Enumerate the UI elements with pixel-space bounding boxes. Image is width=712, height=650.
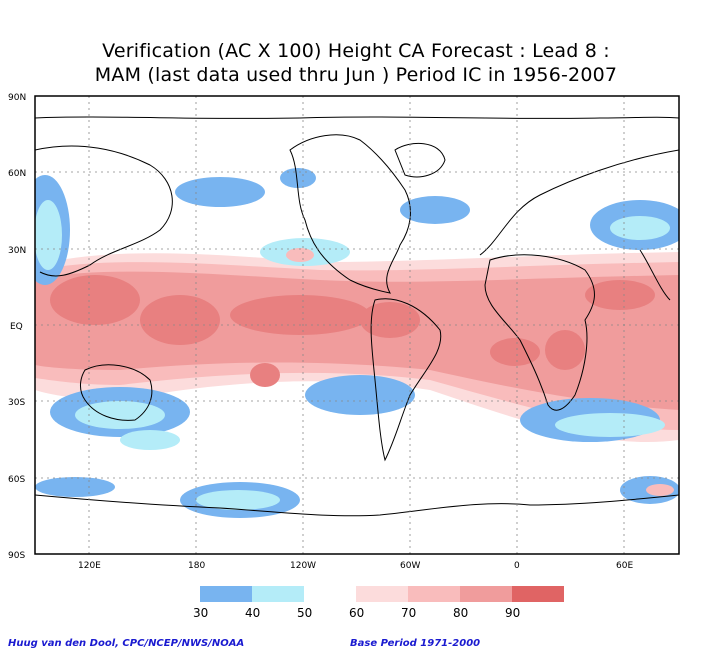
- lat-label: 90S: [8, 551, 25, 561]
- lat-label: 60S: [8, 475, 25, 485]
- legend-swatch: [408, 586, 460, 602]
- north-america-coast: [289, 134, 411, 294]
- graticule: [35, 96, 679, 554]
- map-title-line1: Verification (AC X 100) Height CA Foreca…: [102, 40, 610, 62]
- legend-tick: 80: [453, 606, 468, 620]
- south-america-coast: [370, 298, 442, 462]
- skill-core-90: [50, 275, 655, 387]
- legend-swatch: [200, 586, 252, 602]
- lat-label: EQ: [10, 322, 23, 332]
- lat-label: 30S: [8, 398, 25, 408]
- legend-swatch: [304, 586, 356, 602]
- legend-tick: 50: [297, 606, 312, 620]
- legend-tick: 70: [401, 606, 416, 620]
- legend-swatch: [460, 586, 512, 602]
- credit-text: Huug van den Dool, CPC/NCEP/NWS/NOAA: [8, 638, 245, 649]
- lon-label: 180: [188, 561, 205, 571]
- coastlines: [35, 116, 679, 517]
- lon-label: 120W: [290, 561, 316, 571]
- lon-label: 0: [514, 561, 520, 571]
- lon-label: 60W: [400, 561, 420, 571]
- legend-tick: 90: [505, 606, 520, 620]
- africa-coast: [484, 254, 595, 411]
- lon-axis: 120E 180 120W 60W 0 60E: [78, 561, 633, 571]
- skill-low-40: [35, 200, 670, 510]
- legend-swatch: [252, 586, 304, 602]
- eurasia-coast: [35, 145, 679, 277]
- map-frame: [34, 95, 680, 555]
- legend-tick: 60: [349, 606, 364, 620]
- legend-swatch: [512, 586, 564, 602]
- arctic-coast: [35, 116, 679, 119]
- lat-axis: 90N 60N 30N EQ 30S 60S 90S: [8, 93, 26, 561]
- map-field: [35, 96, 679, 554]
- lon-label: 120E: [78, 561, 101, 571]
- map-title-line2: MAM (last data used thru Jun ) Period IC…: [94, 64, 618, 86]
- color-legend: 30 40 50 60 70 80 90: [193, 586, 564, 620]
- legend-tick: 30: [193, 606, 208, 620]
- lon-label: 60E: [616, 561, 633, 571]
- greenland-coast: [394, 142, 446, 178]
- legend-tick: 40: [245, 606, 260, 620]
- skill-spot-60: [286, 248, 674, 496]
- australia-coast: [80, 364, 153, 421]
- lat-label: 30N: [8, 246, 26, 256]
- legend-swatch: [356, 586, 408, 602]
- lat-label: 90N: [8, 93, 26, 103]
- lat-label: 60N: [8, 169, 26, 179]
- india-coast: [639, 249, 671, 301]
- antarctica-coast: [35, 494, 679, 517]
- base-period-text: Base Period 1971-2000: [350, 638, 481, 649]
